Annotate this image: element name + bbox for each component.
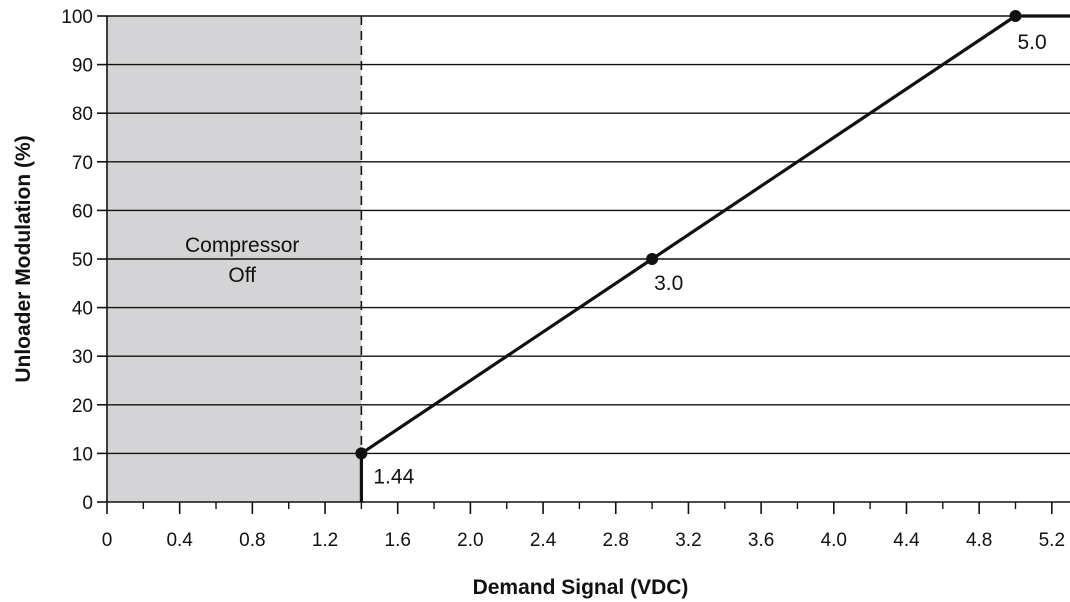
y-tick-label: 0	[82, 493, 93, 514]
x-tick-label: 3.6	[748, 530, 774, 551]
region-label-line2: Off	[228, 264, 256, 287]
x-tick-label: 0.4	[166, 530, 193, 551]
data-point-marker	[355, 447, 368, 460]
x-tick-label: 4.4	[893, 530, 920, 551]
data-point-label: 5.0	[1017, 31, 1046, 54]
y-tick-label: 70	[72, 153, 93, 174]
x-tick-label: 4.8	[966, 530, 992, 551]
data-point-label: 1.44	[373, 465, 414, 488]
x-tick-label: 2.4	[530, 530, 557, 551]
y-tick-label: 90	[72, 56, 93, 77]
y-axis-title: Unloader Modulation (%)	[12, 135, 35, 382]
y-tick-label: 60	[72, 201, 93, 222]
x-tick-label: 0	[102, 530, 113, 551]
y-tick-label: 40	[72, 299, 93, 320]
y-tick-label: 10	[72, 444, 93, 465]
x-tick-label: 1.6	[385, 530, 411, 551]
x-axis-title: Demand Signal (VDC)	[473, 576, 689, 599]
x-tick-label: 5.2	[1039, 530, 1065, 551]
y-tick-label: 80	[72, 104, 93, 125]
y-tick-label: 30	[72, 347, 93, 368]
region-label-line1: Compressor	[185, 234, 299, 257]
data-point-marker	[646, 253, 659, 265]
x-tick-label: 1.2	[312, 530, 338, 551]
x-tick-label: 3.2	[675, 530, 701, 551]
data-point-label: 3.0	[654, 272, 683, 295]
x-tick-label: 2.0	[457, 530, 483, 551]
x-tick-label: 2.8	[603, 530, 629, 551]
y-tick-label: 50	[72, 250, 93, 271]
x-tick-label: 4.0	[821, 530, 847, 551]
x-tick-label: 0.8	[239, 530, 265, 551]
y-tick-label: 100	[61, 7, 93, 28]
data-point-marker	[1009, 10, 1022, 22]
y-tick-label: 20	[72, 396, 93, 417]
